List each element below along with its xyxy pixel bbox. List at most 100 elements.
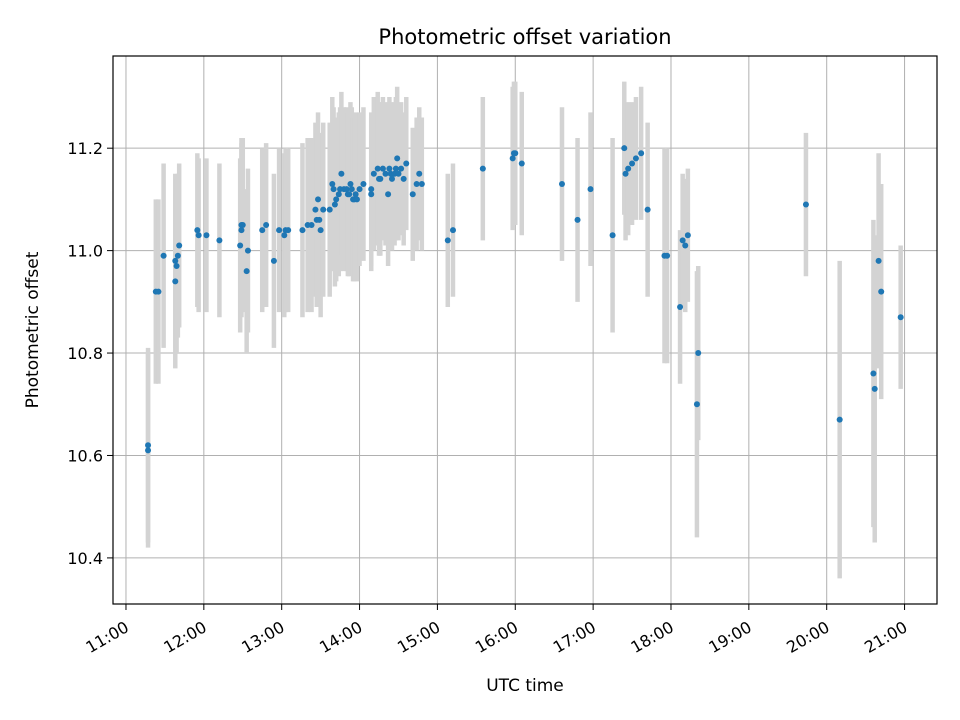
data-point [587,186,594,193]
data-point [695,350,702,357]
data-point [243,268,250,275]
data-point [574,216,581,223]
data-point [145,442,152,449]
data-point [329,181,336,188]
data-point [285,227,292,234]
data-point [331,201,338,208]
data-point [625,165,632,172]
data-point [195,232,202,239]
data-point [335,191,342,198]
data-point [346,191,353,198]
data-point [398,165,405,172]
data-point [338,170,345,177]
y-tick-label: 10.6 [67,446,103,465]
data-point [176,242,183,249]
data-point [263,222,270,229]
data-point [308,222,315,229]
data-point [664,252,671,259]
data-point [194,227,201,234]
data-point [173,262,180,269]
data-point [621,145,628,152]
data-point [512,150,519,157]
data-point [644,206,651,213]
y-tick-label: 11.2 [67,139,103,158]
data-point [897,314,904,321]
data-point [352,191,359,198]
data-point [374,165,381,172]
data-point [409,191,416,198]
data-point [403,160,410,167]
data-point [370,170,377,177]
data-point [395,170,402,177]
y-axis-title: Photometric offset [23,251,43,408]
data-point [160,252,167,259]
y-tick-label: 11.0 [67,242,103,261]
data-point [320,206,327,213]
data-point [479,165,486,172]
data-point [343,186,350,193]
x-axis-title: UTC time [486,676,564,696]
data-point [172,257,179,264]
data-point [878,288,885,295]
data-point [693,401,700,408]
data-point [317,227,324,234]
data-point [558,181,565,188]
data-point [330,186,337,193]
data-point [418,181,425,188]
data-point [609,232,616,239]
data-point [382,170,389,177]
data-point [509,155,516,162]
data-point [312,206,319,213]
data-point [385,191,392,198]
data-point [299,227,306,234]
data-point [682,242,689,249]
data-point [416,170,423,177]
data-point [315,196,322,203]
data-point [276,227,283,234]
data-point [326,206,333,213]
data-point [413,181,420,188]
data-point [377,175,384,182]
chart-title: Photometric offset variation [378,25,671,49]
data-point [244,247,251,254]
data-point [216,237,223,244]
data-point [368,186,375,193]
data-point [270,257,277,264]
data-point [333,196,340,203]
data-point [347,181,354,188]
data-point [348,186,355,193]
data-point [875,257,882,264]
data-point [259,227,266,234]
plot-frame [112,55,938,605]
data-point [237,242,244,249]
y-tick-label: 10.8 [67,344,103,363]
data-point [679,237,686,244]
y-tick-label: 10.4 [67,549,103,568]
data-point [444,237,451,244]
data-point [802,201,809,208]
data-point [392,165,399,172]
data-point [518,160,525,167]
data-point [836,416,843,423]
data-point [316,216,323,223]
data-point [629,160,636,167]
data-point [356,186,363,193]
data-point [388,175,395,182]
data-point [239,222,246,229]
data-point [622,170,629,177]
data-point [638,150,645,157]
data-point [145,447,152,454]
data-point [174,252,181,259]
data-point [172,278,179,285]
data-point [400,175,407,182]
data-point [203,232,210,239]
data-point [677,303,684,310]
data-point [684,232,691,239]
data-point [368,191,375,198]
data-point-layer [145,145,904,454]
data-point [632,155,639,162]
data-point [353,196,360,203]
